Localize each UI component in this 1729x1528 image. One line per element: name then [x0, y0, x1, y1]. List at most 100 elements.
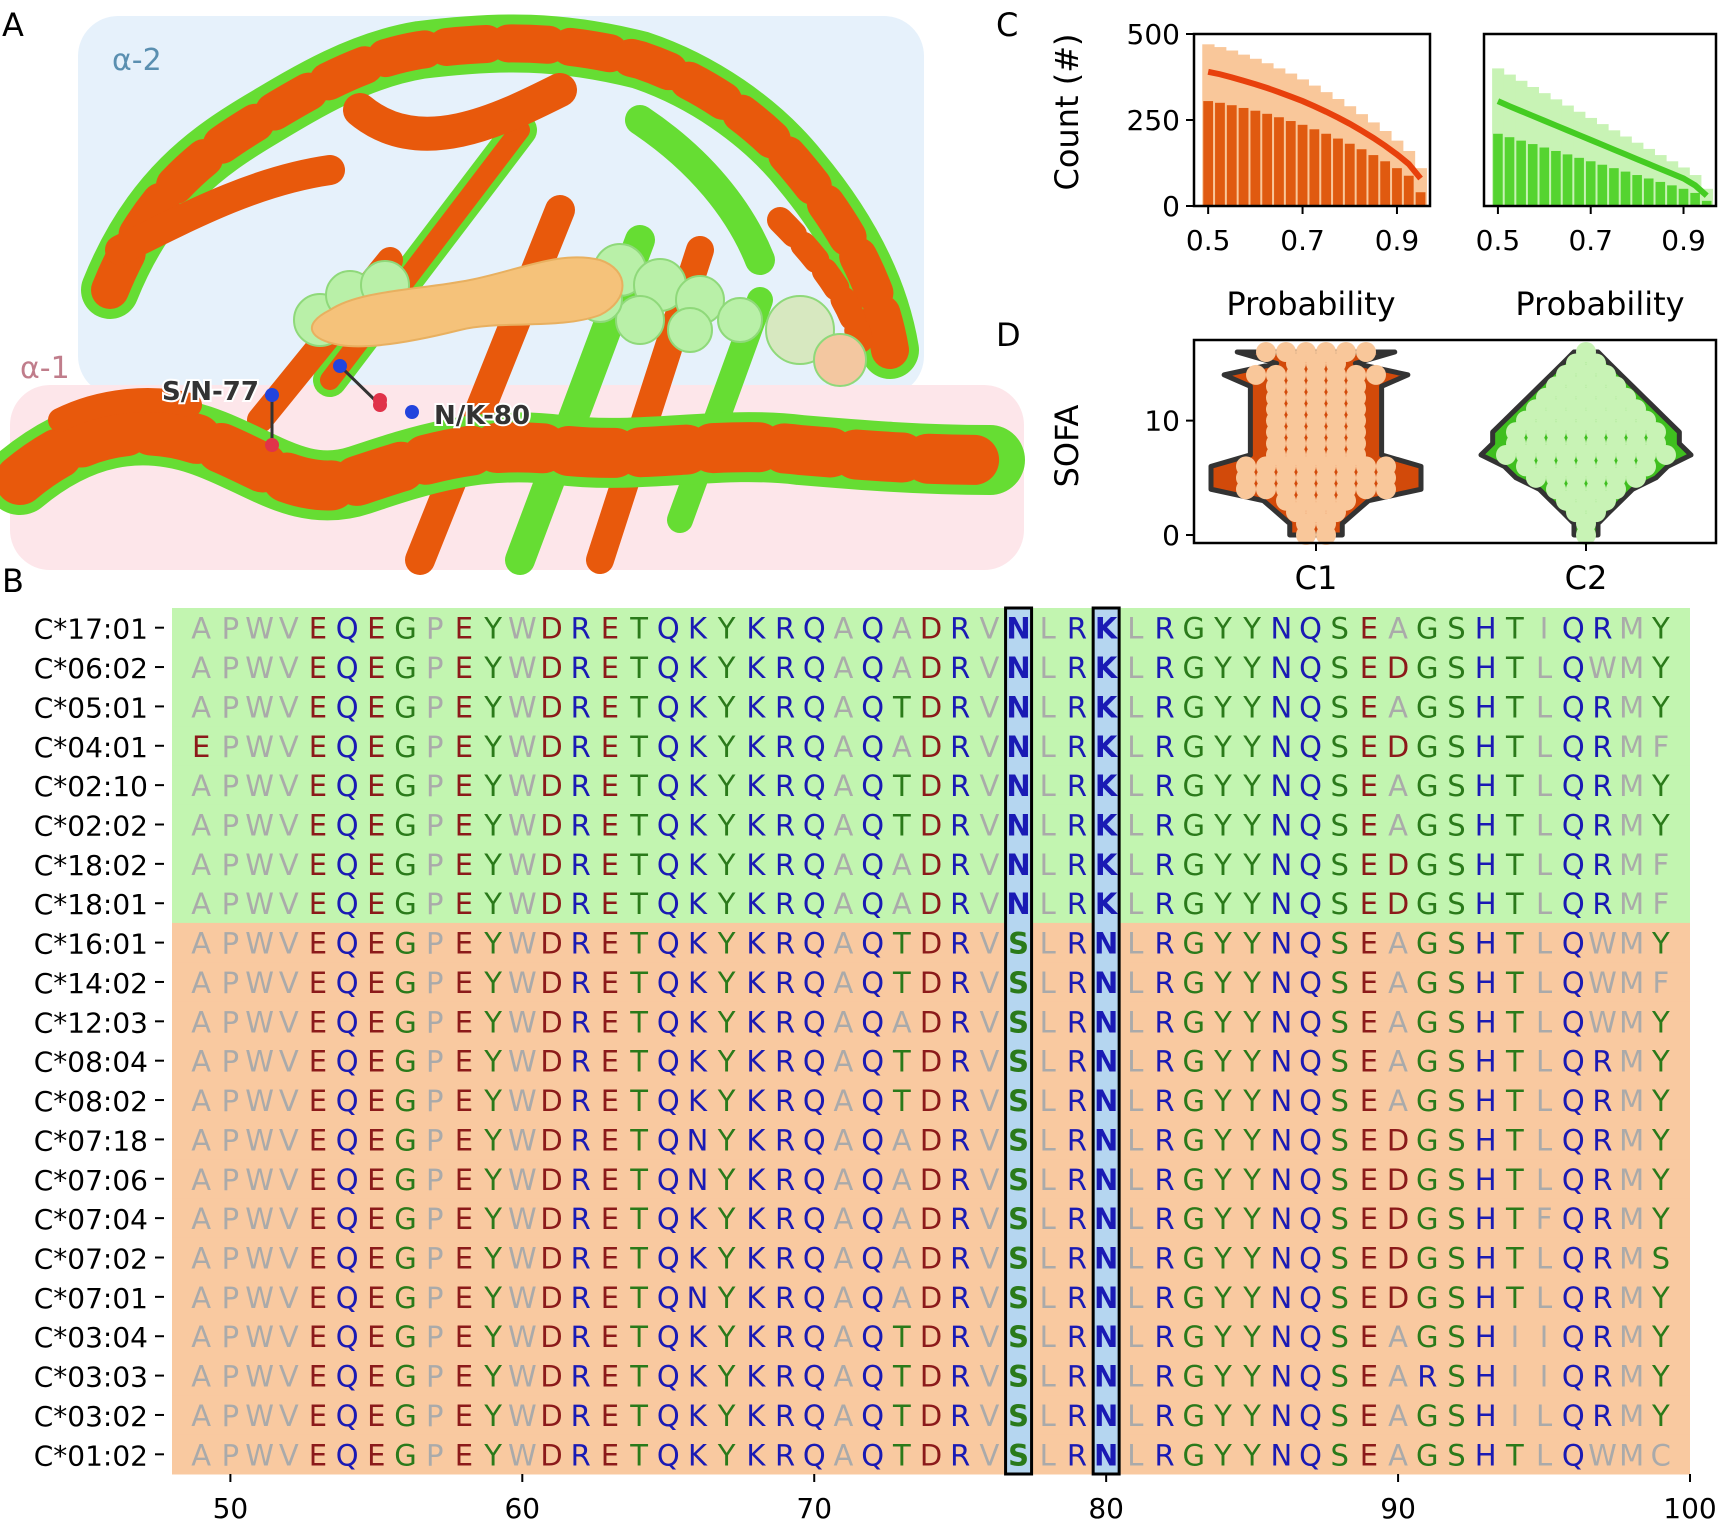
- residue: Q: [1299, 887, 1322, 921]
- residue: W: [245, 690, 274, 724]
- residue: V: [279, 927, 299, 961]
- residue: Y: [717, 1360, 736, 1394]
- residue: N: [1006, 612, 1030, 646]
- residue: G: [1416, 1045, 1438, 1079]
- residue: D: [920, 651, 942, 685]
- residue: P: [426, 1163, 444, 1197]
- residue: Q: [861, 1320, 884, 1354]
- swarm-point: [1526, 467, 1546, 488]
- residue: S: [1447, 1084, 1465, 1118]
- residue: W: [508, 1163, 537, 1197]
- residue: T: [1505, 1123, 1524, 1157]
- residue: R: [571, 612, 591, 646]
- row-background: [172, 804, 1690, 845]
- residue: E: [367, 612, 385, 646]
- residue: R: [1067, 966, 1087, 1000]
- row-label: C*18:01: [34, 888, 148, 921]
- residue: R: [1592, 1399, 1612, 1433]
- residue: Y: [1242, 769, 1261, 803]
- residue: R: [1067, 1005, 1087, 1039]
- residue: M: [1619, 1005, 1644, 1039]
- residue: Q: [861, 1242, 884, 1276]
- residue: D: [1387, 651, 1409, 685]
- residue: D: [1387, 1242, 1409, 1276]
- residue: E: [601, 1242, 619, 1276]
- residue: V: [979, 966, 999, 1000]
- residue: W: [508, 1438, 537, 1472]
- residue: R: [775, 1320, 795, 1354]
- residue: Q: [1299, 612, 1322, 646]
- residue: L: [1127, 1202, 1143, 1236]
- residue: I: [1540, 1360, 1549, 1394]
- residue: Q: [336, 887, 359, 921]
- residue: A: [834, 809, 854, 843]
- residue: Y: [1242, 1320, 1261, 1354]
- x-tick-label: 100: [1663, 1492, 1716, 1525]
- residue: Q: [803, 1242, 826, 1276]
- residue: H: [1475, 1399, 1497, 1433]
- residue: R: [1154, 1123, 1174, 1157]
- residue: E: [309, 1123, 327, 1157]
- row-background: [172, 1001, 1690, 1042]
- residue: R: [1154, 1084, 1174, 1118]
- residue: R: [775, 612, 795, 646]
- residue: L: [1127, 1399, 1143, 1433]
- residue: E: [309, 769, 327, 803]
- residue: N: [1270, 651, 1292, 685]
- residue: E: [455, 1438, 473, 1472]
- residue: E: [367, 1320, 385, 1354]
- residue: L: [1040, 1123, 1056, 1157]
- group-label-C2: C2: [1565, 559, 1608, 597]
- residue: P: [222, 1281, 240, 1315]
- residue: Q: [657, 1438, 680, 1472]
- residue: Q: [803, 651, 826, 685]
- residue: E: [367, 1281, 385, 1315]
- residue: D: [920, 1202, 942, 1236]
- residue: Y: [1213, 887, 1232, 921]
- y-tick-label: 0: [1162, 519, 1180, 552]
- residue: P: [222, 730, 240, 764]
- residue: M: [1619, 848, 1644, 882]
- residue: T: [629, 887, 648, 921]
- hist-bar: [1215, 102, 1225, 206]
- residue: Y: [1213, 730, 1232, 764]
- residue: E: [455, 848, 473, 882]
- residue: N: [1006, 769, 1030, 803]
- residue: A: [834, 1281, 854, 1315]
- residue: K: [746, 1163, 766, 1197]
- residue: G: [394, 887, 416, 921]
- residue: L: [1536, 1123, 1552, 1157]
- residue: Q: [1562, 1005, 1585, 1039]
- residue: Q: [803, 1084, 826, 1118]
- residue: N: [1094, 1045, 1118, 1079]
- residue: Y: [1651, 1281, 1670, 1315]
- residue: T: [1505, 1242, 1524, 1276]
- residue: A: [1388, 966, 1408, 1000]
- residue: Q: [336, 1163, 359, 1197]
- residue: Q: [803, 1438, 826, 1472]
- residue: P: [222, 809, 240, 843]
- residue: Q: [657, 848, 680, 882]
- residue: Q: [1299, 848, 1322, 882]
- residue: S: [1447, 612, 1465, 646]
- residue: K: [1095, 612, 1119, 646]
- row-label: C*07:04: [34, 1203, 148, 1236]
- residue: L: [1536, 1242, 1552, 1276]
- residue: L: [1127, 966, 1143, 1000]
- residue: S: [1008, 1242, 1029, 1276]
- residue: W: [508, 1399, 537, 1433]
- residue: D: [920, 848, 942, 882]
- residue: Q: [1299, 1163, 1322, 1197]
- residue: T: [629, 809, 648, 843]
- residue: L: [1040, 612, 1056, 646]
- residue: K: [688, 887, 708, 921]
- residue: T: [629, 690, 648, 724]
- x-tick-label: 0.9: [1375, 224, 1420, 257]
- residue: L: [1040, 1360, 1056, 1394]
- residue: R: [1154, 612, 1174, 646]
- residue: K: [746, 887, 766, 921]
- residue: H: [1475, 966, 1497, 1000]
- residue: P: [426, 1084, 444, 1118]
- residue: R: [571, 1084, 591, 1118]
- hist-bar: [1609, 168, 1619, 206]
